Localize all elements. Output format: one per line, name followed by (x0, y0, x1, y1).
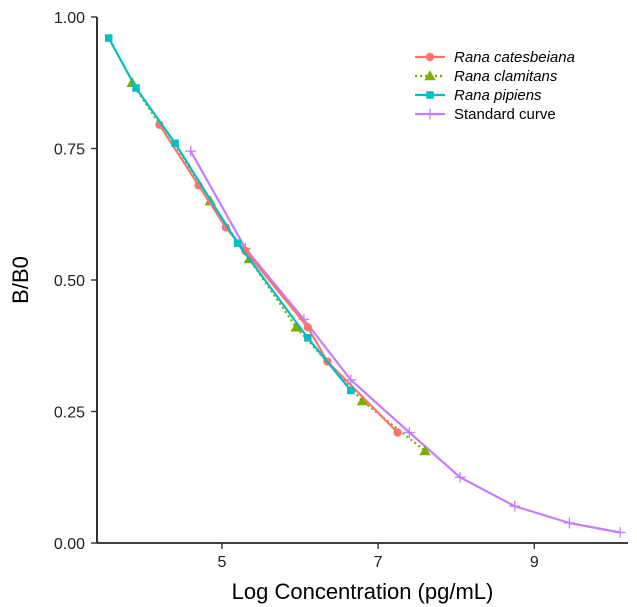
rana-clamitans-point (419, 445, 431, 456)
legend-item-rana-catesbeiana: Rana catesbeiana (415, 49, 575, 66)
legend: Rana catesbeiana Rana clamitans Rana pipie… (415, 49, 575, 123)
standard-curve-point (564, 517, 575, 529)
y-tick-label: 0.50 (54, 273, 85, 290)
axes: 0.00 0.25 0.50 0.75 1.00 5 7 9 (54, 10, 628, 571)
rana-clamitans-line (131, 82, 426, 452)
x-tick-label: 7 (374, 554, 383, 571)
rana-pipiens-line (107, 37, 352, 392)
rana-pipiens-point (304, 334, 312, 342)
legend-marker-rana-clamitans (424, 70, 436, 81)
standard-curve-point (345, 374, 357, 386)
standard-curve-line (189, 150, 621, 534)
legend-label-rana-clamitans: Rana clamitans (454, 68, 558, 85)
y-tick-label: 1.00 (54, 10, 85, 27)
y-axis-label: B/B0 (8, 256, 33, 304)
y-tick-label: 0.75 (54, 142, 85, 159)
series-rana-pipiens (104, 34, 355, 395)
standard-curve-point (185, 145, 197, 157)
standard-curve-point (614, 527, 626, 538)
standard-curve-point (454, 471, 466, 483)
standard-curve-point (403, 427, 415, 438)
x-tick-label: 9 (530, 554, 539, 571)
legend-item-rana-pipiens: Rana pipiens (415, 87, 542, 104)
rana-catesbeiana-point (393, 428, 402, 437)
series-standard-curve (185, 145, 626, 538)
rana-clamitans-point (290, 321, 302, 332)
rana-catesbeiana-point (303, 323, 313, 332)
rana-clamitans-point (356, 395, 369, 406)
rana-pipiens-point (132, 84, 140, 92)
rana-pipiens-point (104, 34, 113, 42)
legend-marker-rana-pipiens (426, 91, 434, 99)
series-rana-clamitans (126, 77, 431, 456)
legend-label-rana-catesbeiana: Rana catesbeiana (454, 49, 575, 66)
x-axis-label: Log Concentration (pg/mL) (232, 579, 494, 604)
legend-marker-rana-catesbeiana (425, 52, 435, 62)
rana-catesbeiana-line (158, 124, 399, 434)
legend-item-rana-clamitans: Rana clamitans (415, 68, 558, 85)
legend-label-standard-curve: Standard curve (454, 106, 556, 123)
standard-curve-point (509, 500, 521, 512)
legend-label-rana-pipiens: Rana pipiens (454, 87, 542, 104)
rana-pipiens-point (233, 239, 242, 247)
rana-catesbeiana-point (241, 246, 250, 256)
y-tick-label: 0.00 (54, 536, 85, 553)
rana-pipiens-point (171, 139, 179, 147)
x-tick-label: 5 (217, 554, 226, 571)
series-layer (104, 34, 626, 538)
legend-item-standard-curve: Standard curve (415, 106, 556, 123)
rana-pipiens-point (347, 386, 355, 395)
legend-marker-standard-curve (424, 108, 436, 120)
y-tick-label: 0.25 (54, 405, 85, 422)
series-rana-catesbeiana (155, 120, 402, 437)
